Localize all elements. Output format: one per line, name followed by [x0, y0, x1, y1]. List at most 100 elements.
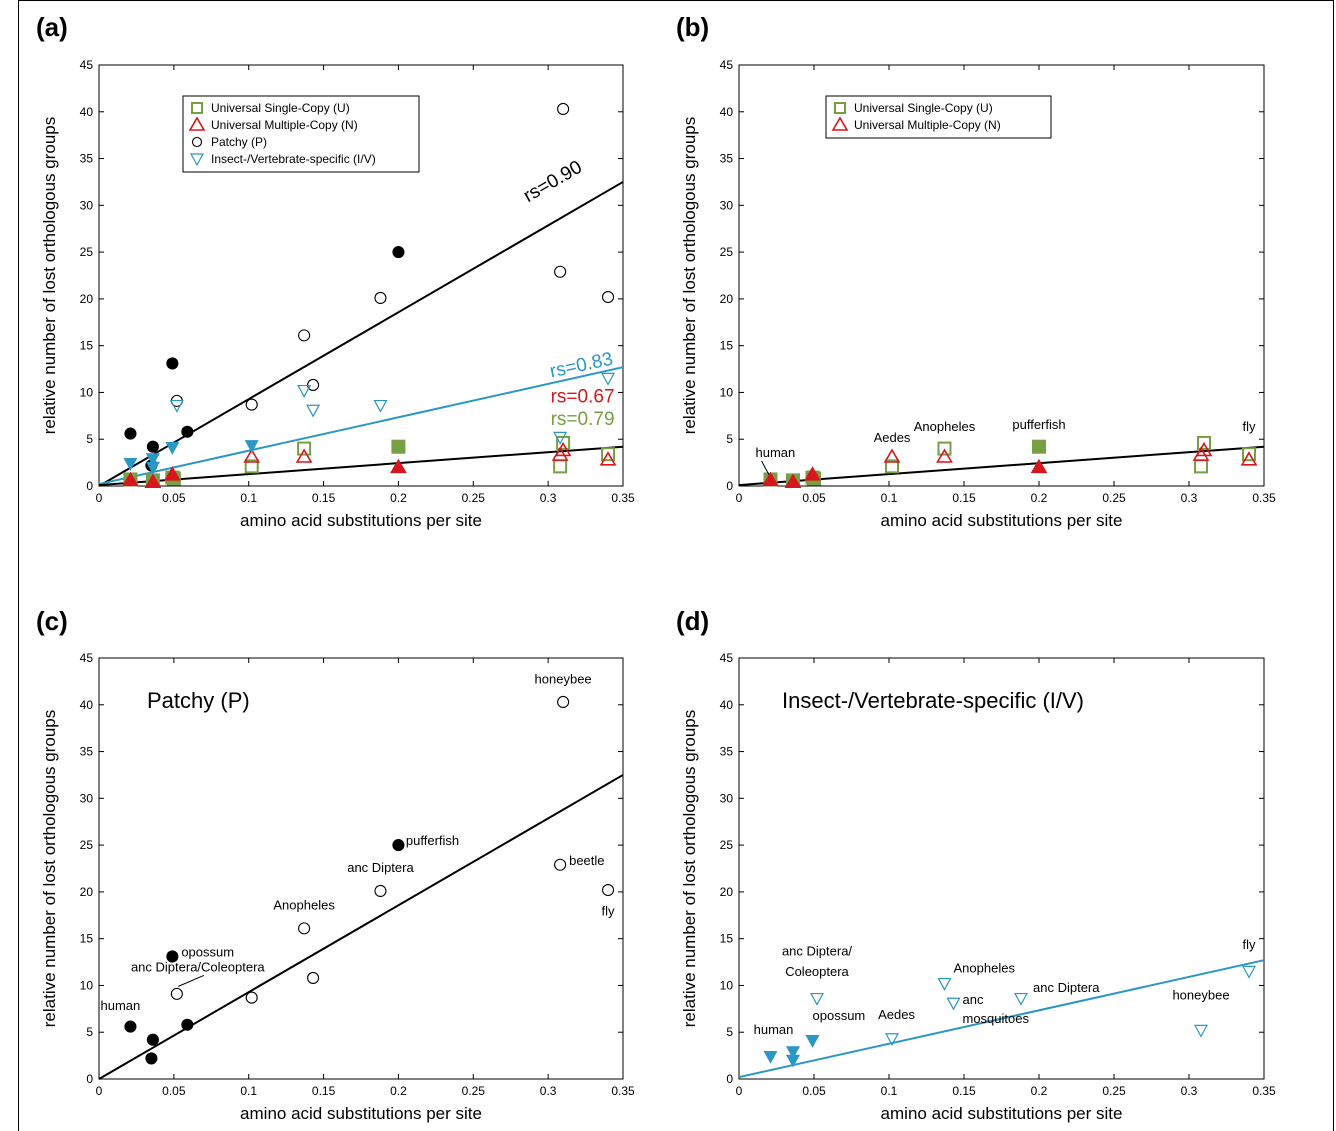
data-point — [784, 473, 802, 489]
annotation-label: mosquitoes — [963, 1011, 1030, 1026]
x-tick-label: 0 — [96, 491, 103, 505]
data-point — [1241, 965, 1257, 979]
y-tick-label: 45 — [720, 58, 734, 72]
annotation-label: Aedes — [874, 430, 911, 445]
x-tick-label: 0.1 — [240, 1084, 257, 1098]
y-tick-label: 20 — [80, 292, 94, 306]
data-point — [809, 992, 825, 1006]
y-tick-label: 40 — [720, 698, 734, 712]
x-tick-label: 0.3 — [1181, 1084, 1198, 1098]
data-point — [804, 466, 821, 481]
x-tick-label: 0.35 — [1252, 491, 1276, 505]
data-point — [374, 884, 387, 898]
data-point — [1242, 447, 1256, 462]
data-point — [601, 447, 616, 462]
plot-area — [738, 657, 1265, 1080]
data-point — [123, 457, 138, 471]
x-axis-title: amino acid substitutions per site — [240, 1104, 482, 1123]
data-point — [166, 357, 179, 370]
data-point — [146, 1033, 159, 1046]
legend-label: Universal Single-Copy (U) — [854, 101, 993, 115]
data-point — [553, 459, 568, 474]
panel-title: Insect-/Vertebrate-specific (I/V) — [782, 688, 1084, 713]
y-axis-title: relative number of lost orthologous grou… — [40, 710, 59, 1028]
annotation-label: human — [100, 998, 140, 1013]
panel-label: (d) — [676, 606, 709, 636]
plot-area — [98, 64, 624, 487]
x-tick-label: 0.35 — [611, 1084, 635, 1098]
fit-line — [98, 366, 624, 486]
y-tick-label: 0 — [86, 479, 93, 493]
y-tick-label: 30 — [80, 791, 94, 805]
panel-label: (b) — [676, 12, 709, 42]
y-tick-label: 40 — [80, 105, 94, 119]
data-point — [163, 466, 181, 481]
panel-title: Patchy (P) — [147, 688, 250, 713]
legend-label: Patchy (P) — [211, 135, 267, 149]
annotation-leader — [761, 460, 770, 476]
y-tick-label: 15 — [80, 932, 94, 946]
y-tick-label: 15 — [80, 339, 94, 353]
fit-line — [98, 774, 624, 1080]
y-tick-label: 20 — [80, 885, 94, 899]
y-tick-label: 25 — [80, 245, 94, 259]
panel-label: (c) — [36, 606, 68, 636]
y-tick-label: 0 — [726, 479, 733, 493]
annotation-label: anc Diptera/Coleoptera — [131, 959, 265, 974]
data-point — [883, 448, 901, 463]
panel-label: (a) — [36, 12, 68, 42]
plot-area — [738, 64, 1265, 487]
data-point — [554, 858, 567, 871]
data-point — [144, 473, 162, 489]
legend-marker — [191, 136, 203, 148]
data-point — [1197, 435, 1211, 450]
x-tick-label: 0.15 — [952, 1084, 976, 1098]
data-point — [884, 1033, 900, 1047]
data-point — [1195, 441, 1213, 457]
y-tick-label: 30 — [720, 791, 734, 805]
annotation-label: opossum — [813, 1008, 866, 1023]
y-tick-label: 0 — [726, 1072, 733, 1086]
annotation-label: honeybee — [1172, 987, 1229, 1002]
plot-area — [98, 657, 624, 1080]
data-point — [601, 290, 615, 304]
y-axis-title: relative number of lost orthologous grou… — [680, 117, 699, 435]
y-tick-label: 25 — [720, 838, 734, 852]
x-axis-title: amino acid substitutions per site — [881, 1104, 1123, 1123]
annotation-label: anc Diptera/ — [782, 944, 852, 959]
annotation-label: opossum — [181, 944, 234, 959]
data-point — [1030, 458, 1048, 474]
x-tick-label: 0.2 — [390, 491, 407, 505]
annotation-label: honeybee — [535, 671, 592, 686]
data-point — [124, 427, 137, 440]
data-point — [124, 1020, 137, 1033]
x-tick-label: 0.15 — [952, 491, 976, 505]
annotation-label: beetle — [569, 853, 604, 868]
annotation-label: fly — [602, 903, 616, 918]
annotation-label: rs=0.79 — [551, 409, 615, 430]
data-point — [297, 384, 312, 398]
fit-line — [98, 445, 624, 487]
x-tick-label: 0.25 — [462, 1084, 486, 1098]
data-point — [145, 453, 160, 467]
data-point — [244, 459, 259, 474]
x-axis-title: amino acid substitutions per site — [240, 511, 482, 530]
annotation-label: Anopheles — [273, 898, 335, 913]
legend-box — [825, 95, 1052, 139]
x-tick-label: 0 — [736, 491, 743, 505]
legend-marker — [188, 116, 206, 131]
x-tick-label: 0.05 — [802, 491, 826, 505]
y-tick-label: 25 — [720, 245, 734, 259]
y-tick-label: 40 — [80, 698, 94, 712]
x-tick-label: 0.35 — [1252, 1084, 1276, 1098]
legend-box — [182, 95, 420, 173]
data-point — [557, 695, 570, 709]
data-point — [1194, 459, 1208, 474]
y-tick-label: 0 — [86, 1072, 93, 1086]
annotation-label: rs=0.67 — [551, 387, 615, 408]
y-tick-label: 10 — [80, 978, 94, 992]
y-tick-label: 15 — [720, 932, 734, 946]
fit-line — [98, 181, 624, 487]
data-point — [805, 1035, 820, 1048]
